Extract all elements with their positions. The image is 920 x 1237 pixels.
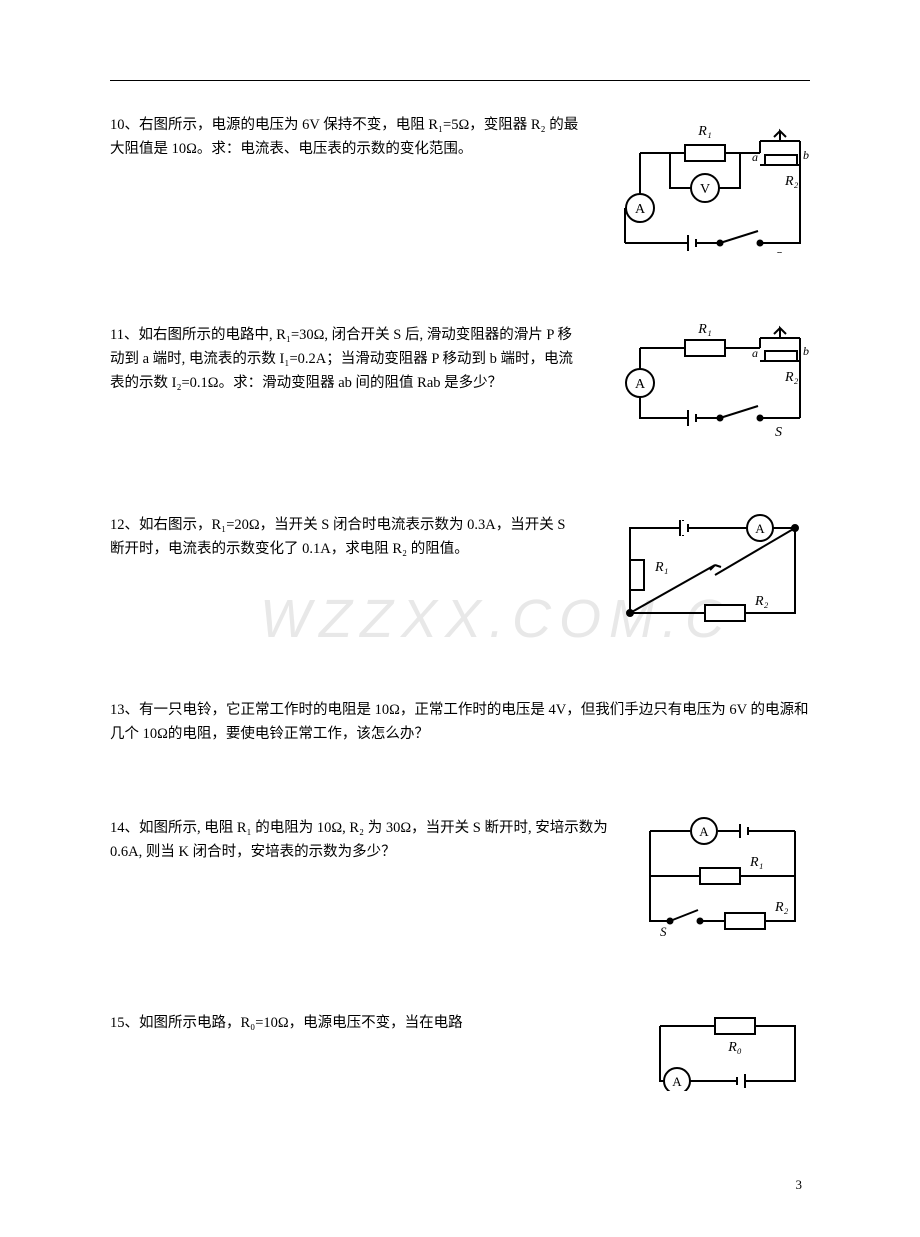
svg-text:R₁: R₁ [697,323,711,337]
problem-13-text: 13、有一只电铃，它正常工作时的电阻是 10Ω，正常工作时的电压是 4V，但我们… [110,698,810,746]
page-number: 3 [796,1177,803,1193]
problem-11: 11、如右图所示的电路中, R₁=30Ω, 闭合开关 S 后, 滑动变阻器的滑片… [110,323,810,443]
svg-text:A: A [635,377,646,392]
svg-text:A: A [635,202,646,217]
svg-text:S: S [775,425,782,440]
problem-13: 13、有一只电铃，它正常工作时的电阻是 10Ω，正常工作时的电压是 4V，但我们… [110,698,810,746]
svg-text:R₁: R₁ [749,855,763,870]
svg-text:a: a [752,346,758,360]
svg-text:R₂: R₂ [784,174,799,189]
svg-text:b: b [803,148,809,162]
svg-text:A: A [672,1074,682,1089]
problem-10: 10、右图所示，电源的电压为 6V 保持不变，电阻 R₁=5Ω，变阻器 R₂ 的… [110,113,810,253]
svg-text:S: S [660,924,667,939]
svg-text:a: a [752,150,758,164]
problem-11-diagram: R₁ a b R₂ A S [610,323,810,443]
problem-12-text: 12、如右图示，R₁=20Ω，当开关 S 闭合时电流表示数为 0.3A，当开关 … [110,513,580,561]
problem-10-diagram: R₁ a b R₂ A V S [610,113,810,253]
svg-text:V: V [700,182,710,197]
svg-text:R₁: R₁ [654,560,668,575]
svg-text:A: A [699,824,709,839]
problem-15-diagram: R₀ A [645,1011,810,1091]
divider-top [110,80,810,81]
problem-14: 14、如图所示, 电阻 R₁ 的电阻为 10Ω, R₂ 为 30Ω，当开关 S … [110,816,810,941]
svg-text:R₀: R₀ [727,1040,742,1055]
problem-15: 15、如图所示电路，R₀=10Ω，电源电压不变，当在电路 R₀ A [110,1011,810,1091]
svg-text:b: b [803,344,809,358]
problem-11-text: 11、如右图所示的电路中, R₁=30Ω, 闭合开关 S 后, 滑动变阻器的滑片… [110,323,580,395]
problem-14-text: 14、如图所示, 电阻 R₁ 的电阻为 10Ω, R₂ 为 30Ω，当开关 S … [110,816,620,864]
problem-10-text: 10、右图所示，电源的电压为 6V 保持不变，电阻 R₁=5Ω，变阻器 R₂ 的… [110,113,580,161]
page-content: 10、右图所示，电源的电压为 6V 保持不变，电阻 R₁=5Ω，变阻器 R₂ 的… [110,80,810,1091]
svg-text:R₂: R₂ [754,594,769,609]
problem-12-diagram: A R₁ R₂ [615,513,810,628]
problem-14-diagram: A R₁ S R₂ [635,816,810,941]
svg-text:R₂: R₂ [784,370,799,385]
svg-text:A: A [755,521,765,536]
svg-text:R₂: R₂ [774,900,789,915]
problem-12: 12、如右图示，R₁=20Ω，当开关 S 闭合时电流表示数为 0.3A，当开关 … [110,513,810,628]
problem-15-text: 15、如图所示电路，R₀=10Ω，电源电压不变，当在电路 [110,1011,580,1035]
svg-text:S: S [775,250,782,253]
svg-text:R₁: R₁ [697,124,711,139]
